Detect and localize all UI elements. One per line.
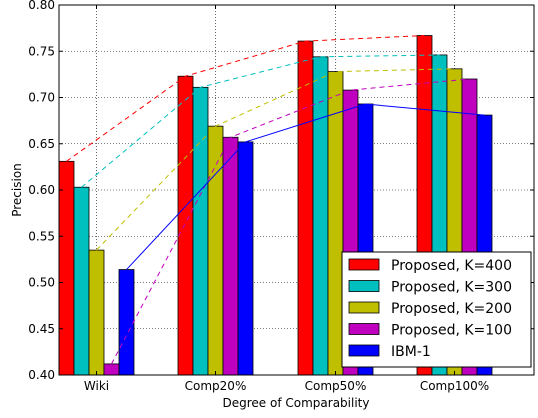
y-tick-label: 0.55 (28, 229, 55, 243)
bar (327, 71, 344, 376)
legend-swatch (348, 344, 380, 357)
bar (103, 363, 120, 376)
legend-label: IBM-1 (391, 344, 431, 360)
series-line (81, 54, 440, 188)
y-tick-label: 0.60 (28, 183, 55, 197)
bar (58, 160, 75, 376)
bar (207, 125, 224, 376)
x-axis-label: Degree of Comparability (223, 396, 370, 410)
legend-label: Proposed, K=100 (391, 323, 512, 339)
x-axis: Wiki Comp20% Comp50% Comp100% (84, 5, 489, 393)
y-tick-label: 0.50 (28, 276, 55, 290)
series-line (111, 78, 470, 365)
legend-label: Proposed, K=200 (391, 301, 512, 317)
legend-label: Proposed, K=300 (391, 280, 512, 296)
series-line (96, 68, 455, 251)
legend-swatch (348, 258, 380, 271)
legend-label: Proposed, K=400 (391, 258, 512, 274)
x-tick-label: Comp50% (305, 379, 367, 393)
bar (73, 186, 90, 376)
x-tick-label: Comp100% (420, 379, 489, 393)
bar (192, 86, 209, 376)
y-tick-label: 0.70 (28, 91, 55, 105)
y-tick-label: 0.45 (28, 322, 55, 336)
x-tick-label: Wiki (84, 379, 109, 393)
bar (118, 269, 135, 376)
x-tick-label: Comp20% (185, 379, 247, 393)
series-line (66, 35, 425, 162)
y-tick-label: 0.75 (28, 44, 55, 58)
y-tick-label: 0.65 (28, 137, 55, 151)
y-axis: 0.40 0.45 0.50 0.55 0.60 0.65 0.70 0.75 0.80 (28, 0, 534, 382)
bar (312, 56, 329, 376)
trend-lines (66, 35, 485, 365)
legend-swatch (348, 323, 380, 335)
legend: Proposed, K=400 Proposed, K=300 Proposed, … (341, 251, 532, 368)
bar (237, 141, 254, 376)
legend-swatch (348, 280, 380, 292)
bar (88, 249, 105, 376)
bar (177, 75, 194, 376)
legend-swatch (348, 301, 380, 314)
y-axis-label: Precision (10, 163, 24, 217)
y-tick-label: 0.40 (28, 368, 55, 382)
y-tick-label: 0.80 (28, 0, 55, 12)
bar (297, 40, 314, 376)
series-line (126, 103, 485, 270)
bar (222, 136, 239, 376)
